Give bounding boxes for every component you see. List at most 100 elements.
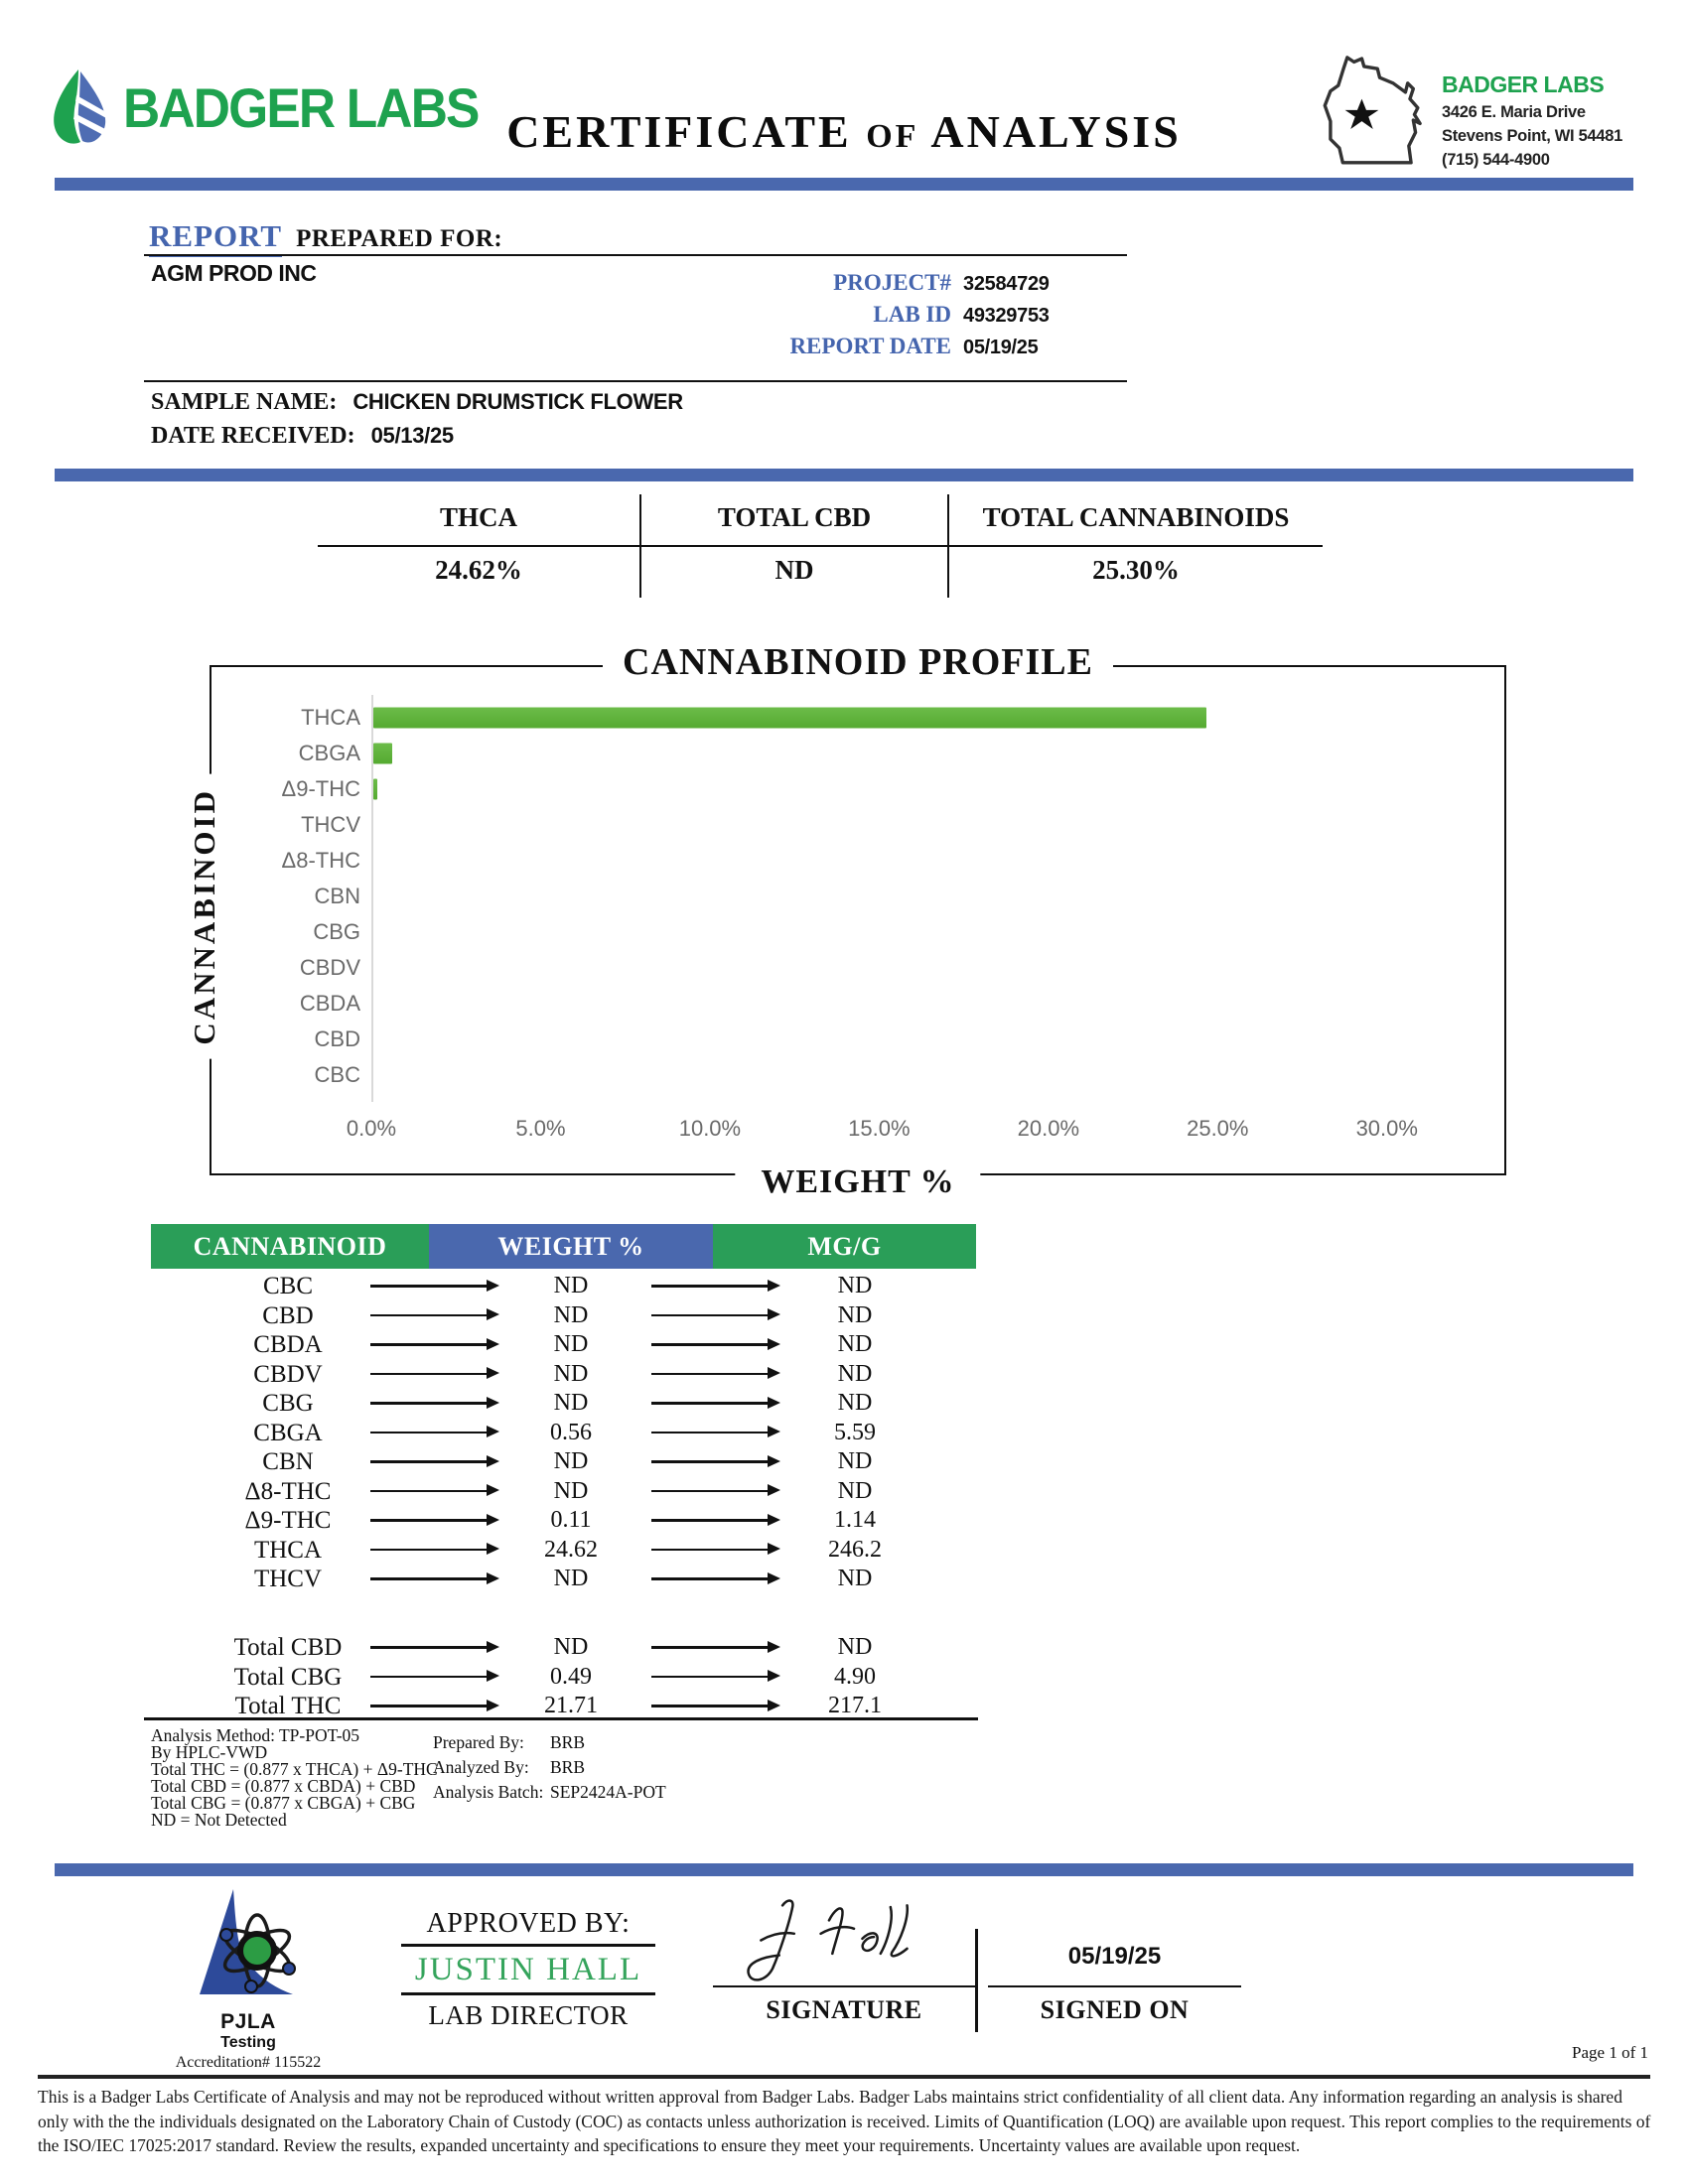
rule-above-footnotes: [144, 1717, 978, 1720]
row-cannabinoid: CBDV: [253, 1360, 323, 1388]
analyst-footnotes: Prepared By: BRB Analyzed By: BRB Analysis B…: [433, 1732, 666, 1807]
arrow-icon: [370, 1572, 499, 1583]
chart-x-tick: 30.0%: [1355, 1116, 1418, 1141]
row-mg-per-g: 217.1: [828, 1693, 882, 1718]
row-cannabinoid: CBN: [262, 1448, 314, 1475]
divider-bar-middle: [55, 469, 1633, 481]
row-weight-percent: ND: [553, 1360, 589, 1387]
row-mg-per-g: ND: [837, 1331, 873, 1357]
chart-bar-THCA: [373, 707, 1207, 729]
row-weight-percent: ND: [553, 1634, 589, 1660]
table-row-THCV: THCV ND ND: [151, 1565, 976, 1594]
summary-label-1: TOTAL CBD: [639, 494, 949, 547]
row-cannabinoid: CBC: [262, 1273, 314, 1299]
chart-category-label: CBN: [314, 884, 360, 908]
pjla-name: PJLA: [220, 2010, 276, 2033]
row-weight-percent: ND: [553, 1301, 589, 1328]
results-table-header: CANNABINOID WEIGHT % MG/G: [151, 1224, 976, 1269]
pjla-sub: Testing: [220, 2034, 276, 2051]
arrow-icon: [651, 1544, 780, 1555]
sample-name-row: SAMPLE NAME: CHICKEN DRUMSTICK FLOWER: [151, 389, 683, 415]
row-weight-percent: ND: [553, 1566, 589, 1591]
arrow-icon: [651, 1572, 780, 1583]
row-cannabinoid: CBG: [262, 1390, 314, 1417]
pjla-logo-icon: [200, 1889, 296, 1994]
chart-x-tick: 20.0%: [1017, 1116, 1080, 1141]
wisconsin-map-icon: [1323, 56, 1422, 165]
chart-bar-Δ9-THC: [373, 778, 377, 800]
row-cannabinoid: Total CBG: [233, 1663, 343, 1691]
table-row-CBDV: CBDV ND ND: [151, 1360, 976, 1390]
chart-bar-CBGA: [373, 743, 393, 764]
chart-category-label: Δ9-THC: [281, 776, 360, 801]
row-mg-per-g: 246.2: [828, 1536, 882, 1563]
report-prepared-for-heading: REPORT PREPARED FOR:: [149, 218, 502, 257]
arrow-icon: [370, 1544, 499, 1555]
lab-name: BADGER LABS: [1442, 71, 1605, 97]
lab-address: 3426 E. Maria Drive Stevens Point, WI 54…: [1442, 103, 1623, 169]
date-received-value: 05/13/25: [370, 423, 455, 448]
report-date-value: 05/19/25: [963, 337, 1039, 358]
arrow-icon: [370, 1700, 499, 1710]
table-row-CBN: CBN ND ND: [151, 1447, 976, 1477]
project-value: 32584729: [963, 273, 1050, 295]
row-weight-percent: ND: [553, 1390, 589, 1416]
row-weight-percent: ND: [553, 1477, 589, 1504]
row-mg-per-g: ND: [837, 1390, 873, 1416]
approved-by-label: APPROVED BY:: [401, 1908, 655, 1947]
arrow-icon: [651, 1397, 780, 1408]
pjla-accreditation-number: Accreditation# 115522: [175, 2054, 322, 2071]
col-header-cannabinoid: CANNABINOID: [151, 1224, 429, 1269]
chart-row-Δ9-THC: Δ9-THC: [211, 771, 1504, 807]
chart-category-label: Δ8-THC: [281, 848, 360, 873]
divider-bar-top: [55, 178, 1633, 191]
row-cannabinoid: Total CBD: [233, 1634, 343, 1661]
row-cannabinoid: Total THC: [234, 1693, 342, 1719]
leaf-logo-icon: [54, 69, 106, 144]
page-number: Page 1 of 1: [1572, 2043, 1648, 2062]
approver-name: JUSTIN HALL: [401, 1947, 655, 1995]
table-row-CBD: CBD ND ND: [151, 1301, 976, 1331]
arrow-icon: [370, 1671, 499, 1682]
table-row-Δ9-THC: Δ9-THC 0.11 1.14: [151, 1506, 976, 1536]
disclaimer-text: This is a Badger Labs Certificate of Ana…: [38, 2087, 1651, 2155]
results-table-body: CBC ND ND CBD ND ND CBDA ND ND CBDV ND ND CBG ND ND CBG…: [151, 1272, 976, 1594]
chart-row-CBD: CBD: [211, 1022, 1504, 1057]
footnote-line: Total CBD = (0.877 x CBDA) + CBD: [151, 1776, 416, 1796]
chart-axis-line: [371, 695, 373, 1102]
table-row-Total THC: Total THC 21.71 217.1: [151, 1692, 976, 1721]
table-row-Δ8-THC: Δ8-THC ND ND: [151, 1477, 976, 1507]
signature-divider: [975, 1929, 978, 2032]
chart-row-CBDA: CBDA: [211, 986, 1504, 1022]
chart-category-label: CBGA: [298, 741, 360, 765]
row-weight-percent: ND: [553, 1448, 589, 1474]
table-row-Total CBD: Total CBD ND ND: [151, 1633, 976, 1663]
arrow-icon: [370, 1641, 499, 1652]
row-mg-per-g: ND: [837, 1301, 873, 1328]
arrow-icon: [651, 1427, 780, 1437]
row-weight-percent: 24.62: [544, 1536, 598, 1563]
approved-by-block: APPROVED BY: JUSTIN HALL LAB DIRECTOR: [401, 1908, 655, 2031]
chart-x-tick: 25.0%: [1187, 1116, 1249, 1141]
project-label: PROJECT#: [833, 270, 951, 295]
chart-x-axis-label: WEIGHT %: [735, 1163, 981, 1201]
row-cannabinoid: THCV: [253, 1566, 323, 1592]
analyst-footnote: Prepared By: BRB: [433, 1732, 586, 1752]
row-cannabinoid: CBDA: [253, 1331, 323, 1358]
results-table-totals: Total CBD ND ND Total CBG 0.49 4.90 Total THC 2…: [151, 1633, 976, 1721]
footer-rule: [38, 2075, 1650, 2079]
chart-category-label: CBDV: [299, 955, 360, 980]
row-weight-percent: 0.49: [550, 1663, 592, 1690]
summary-value-2: 25.30%: [1092, 555, 1180, 585]
chart-row-CBC: CBC: [211, 1057, 1504, 1093]
row-weight-percent: ND: [553, 1273, 589, 1298]
signed-on-block: 05/19/25 SIGNED ON: [988, 1892, 1241, 2025]
summary-label-2: TOTAL CANNABINOIDS: [949, 494, 1323, 547]
row-weight-percent: ND: [553, 1331, 589, 1357]
footnote-line: Analysis Method: TP-POT-05: [151, 1725, 360, 1745]
summary-value-0: 24.62%: [435, 555, 522, 585]
arrow-icon: [370, 1338, 499, 1349]
approver-title: LAB DIRECTOR: [428, 2000, 629, 2030]
rule-under-heading: [144, 254, 1127, 256]
